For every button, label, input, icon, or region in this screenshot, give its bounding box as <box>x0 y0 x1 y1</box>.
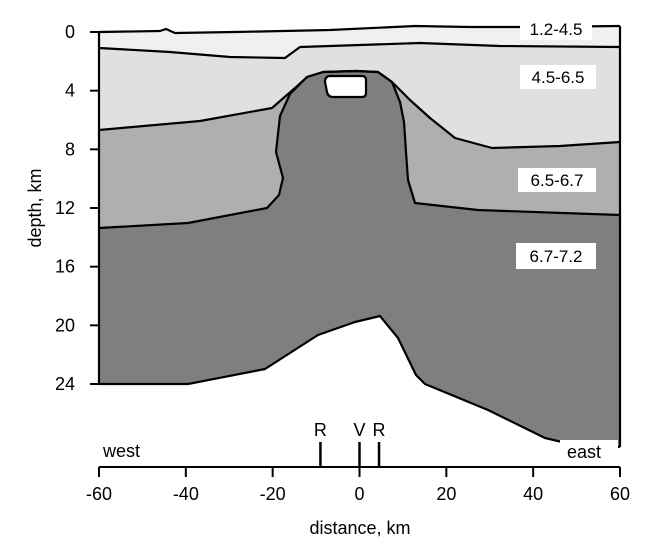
distance-tick-label: 60 <box>610 484 630 504</box>
layer-label-box-1 <box>520 18 592 40</box>
distance-tick-label: -60 <box>86 484 112 504</box>
layer-label-6-5-6-7: 6.5-6.7 <box>531 171 584 190</box>
marker-label: R <box>314 420 327 440</box>
depth-tick-label: 12 <box>55 198 75 218</box>
layer-1-2-4-5-region <box>99 26 620 58</box>
lower-boundary-line <box>99 314 621 449</box>
marker-label: R <box>373 420 386 440</box>
layer-label-6-7-7-2: 6.7-7.2 <box>530 247 583 266</box>
layer-labels: 1.2-4.5 4.5-6.5 6.5-6.7 6.7-7.2 <box>516 18 596 269</box>
depth-tick-label: 0 <box>65 22 75 42</box>
distance-tick-label: -40 <box>173 484 199 504</box>
distance-tick-label: -20 <box>260 484 286 504</box>
west-direction-label: west <box>102 441 140 461</box>
magma-body-outline <box>98 69 621 230</box>
layer-label-1-2-4-5: 1.2-4.5 <box>530 20 583 39</box>
depth-tick-label: 16 <box>55 257 75 277</box>
layer-6-5-6-7-region <box>99 71 620 228</box>
depth-tick-label: 24 <box>55 374 75 394</box>
marker-label: V <box>353 420 365 440</box>
distance-tick-label: 40 <box>523 484 543 504</box>
depth-tick-label: 4 <box>65 81 75 101</box>
layer-6-7-7-2-region <box>99 71 620 447</box>
layer-label-box-4 <box>516 243 596 269</box>
distance-axis: -60 -40 -20 0 20 40 60 <box>86 466 630 504</box>
layer-label-box-2 <box>520 65 596 89</box>
boundary-line-1 <box>98 41 621 60</box>
depth-axis-label: depth, km <box>25 168 45 247</box>
depth-tick-label: 8 <box>65 139 75 159</box>
layer-4-5-6-5-region <box>99 43 620 148</box>
seafloor-boundary-line <box>98 24 621 35</box>
layer-label-box-3 <box>518 168 596 192</box>
depth-tick-label: 20 <box>55 315 75 335</box>
melt-lens-inclusion <box>323 74 368 99</box>
depth-axis: 0 4 8 12 16 20 24 <box>55 22 99 394</box>
east-direction-label: east <box>567 442 601 462</box>
distance-tick-label: 0 <box>354 484 364 504</box>
distance-axis-label: distance, km <box>309 518 410 538</box>
distance-tick-label: 20 <box>436 484 456 504</box>
layer-label-4-5-6-5: 4.5-6.5 <box>532 68 585 87</box>
east-label-box <box>560 440 618 464</box>
